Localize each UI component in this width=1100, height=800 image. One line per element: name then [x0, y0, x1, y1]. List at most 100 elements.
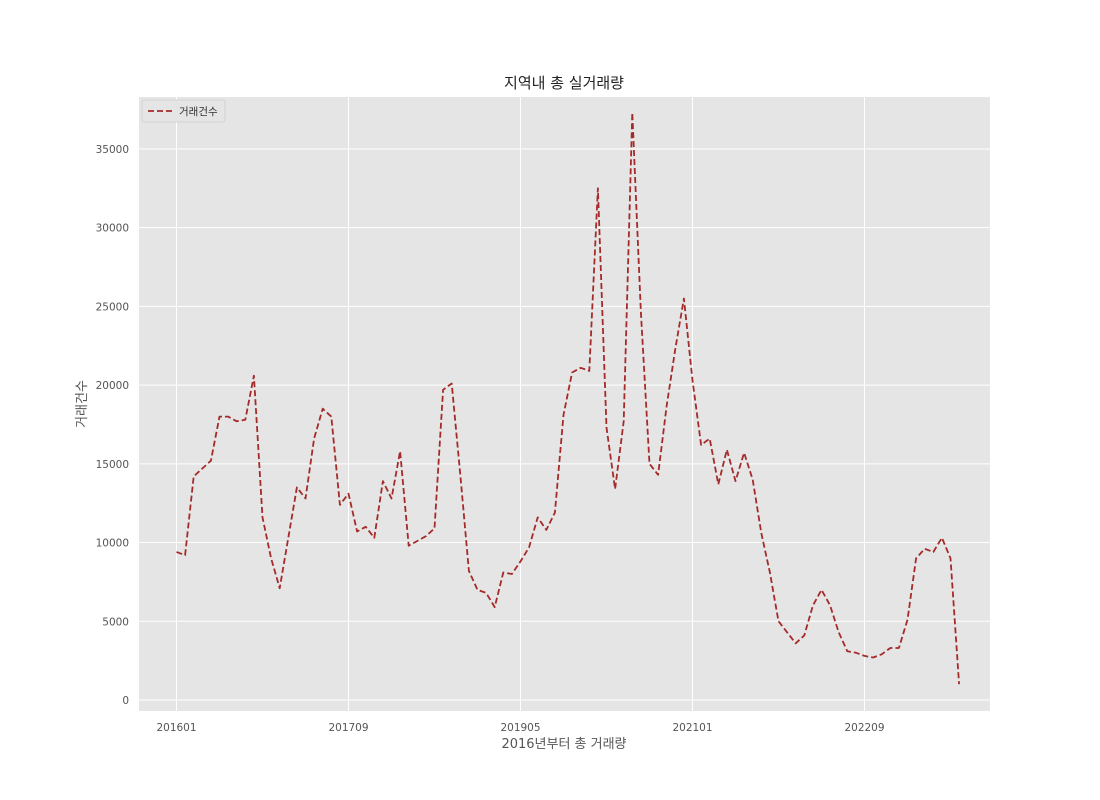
data-point [742, 451, 746, 455]
data-point [381, 479, 385, 483]
data-point [579, 366, 583, 370]
data-point [484, 591, 488, 595]
y-tick-label: 35000 [96, 144, 129, 156]
data-point [587, 369, 591, 373]
data-point [665, 404, 669, 408]
data-point [398, 449, 402, 453]
x-tick-label: 201601 [156, 722, 196, 734]
data-point [605, 426, 609, 430]
data-point [648, 462, 652, 466]
data-point [828, 604, 832, 608]
data-point [355, 530, 359, 534]
data-point [433, 526, 437, 530]
data-point [596, 186, 600, 190]
data-point [519, 559, 523, 563]
data-point [751, 478, 755, 482]
data-point [837, 630, 841, 634]
data-point [441, 388, 445, 392]
data-point [914, 556, 918, 560]
y-tick-label: 5000 [102, 616, 129, 628]
data-point [424, 534, 428, 538]
data-point [218, 415, 222, 419]
plot-area [139, 97, 990, 711]
data-point [949, 556, 953, 560]
data-point [785, 630, 789, 634]
data-point [243, 418, 247, 422]
data-point [269, 556, 273, 560]
data-point [863, 654, 867, 658]
data-point [888, 646, 892, 650]
x-tick-labels: 201601 201709 201905 202101 202209 [156, 722, 884, 734]
y-tick-label: 15000 [96, 459, 129, 471]
data-point [415, 539, 419, 543]
data-point [390, 496, 394, 500]
data-point [897, 646, 901, 650]
y-tick-label: 20000 [96, 380, 129, 392]
data-point [708, 437, 712, 441]
data-point [372, 536, 376, 540]
data-point [544, 528, 548, 532]
data-point [175, 550, 179, 554]
data-point [777, 619, 781, 623]
data-point [570, 371, 574, 375]
x-tick-label: 202101 [672, 722, 712, 734]
data-point [235, 419, 239, 423]
data-point [682, 297, 686, 301]
y-tick-label: 25000 [96, 301, 129, 313]
data-point [759, 531, 763, 535]
data-point [536, 515, 540, 519]
data-point [338, 503, 342, 507]
data-point [364, 525, 368, 529]
data-point [906, 618, 910, 622]
data-point [656, 473, 660, 477]
chart-title: 지역내 총 실거래량 [504, 74, 624, 92]
data-point [192, 474, 196, 478]
data-point [725, 448, 729, 452]
data-point [957, 682, 961, 686]
data-point [261, 515, 265, 519]
data-point [673, 347, 677, 351]
data-point [407, 544, 411, 548]
data-point [226, 415, 230, 419]
data-point [802, 633, 806, 637]
series-line-거래건수 [176, 111, 960, 685]
data-point [286, 536, 290, 540]
data-point [562, 413, 566, 417]
legend-label: 거래건수 [179, 106, 218, 118]
data-point [510, 572, 514, 576]
data-point [768, 570, 772, 574]
data-point [476, 588, 480, 592]
y-axis-label: 거래건수 [75, 380, 90, 428]
data-point [458, 473, 462, 477]
data-point [845, 649, 849, 653]
data-point [811, 604, 815, 608]
data-point [321, 407, 325, 411]
data-point [931, 550, 935, 554]
data-point [940, 536, 944, 540]
data-point [691, 378, 695, 382]
data-point [639, 311, 643, 315]
data-point [304, 496, 308, 500]
data-point [347, 492, 351, 496]
data-point [209, 459, 213, 463]
x-axis-label: 2016년부터 총 거래량 [501, 737, 626, 752]
data-point [734, 479, 738, 483]
data-point [527, 545, 531, 549]
data-point [871, 655, 875, 659]
data-point [278, 586, 282, 590]
data-point [820, 588, 824, 592]
data-point [295, 485, 299, 489]
y-tick-label: 30000 [96, 223, 129, 235]
data-point [613, 487, 617, 491]
x-tick-label: 202209 [844, 722, 884, 734]
data-point [923, 547, 927, 551]
data-point [493, 605, 497, 609]
x-tick-label: 201905 [500, 722, 540, 734]
data-point [200, 467, 204, 471]
x-tick-label: 201709 [328, 722, 368, 734]
data-point [622, 419, 626, 423]
data-point [312, 437, 316, 441]
data-point [329, 415, 333, 419]
